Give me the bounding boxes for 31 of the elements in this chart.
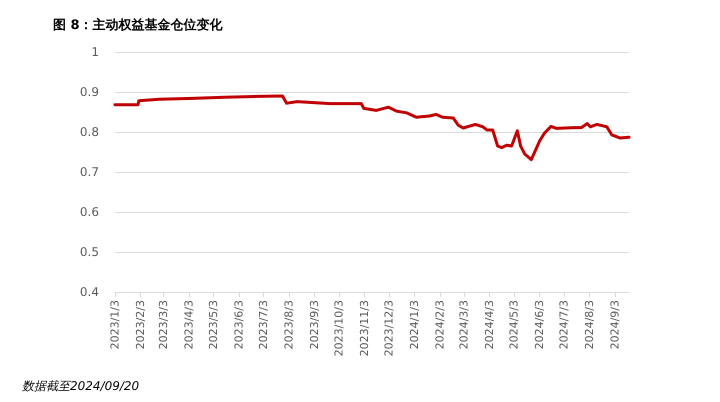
line-series (114, 94, 630, 162)
y-tick-label: 1 (91, 45, 99, 59)
x-tick-label: 2024/4/3 (482, 300, 496, 350)
x-tick-label: 2023/12/3 (382, 300, 396, 356)
x-tick-label: 2023/2/3 (134, 300, 147, 350)
x-tick-label: 2024/1/3 (408, 300, 422, 350)
x-tick-label: 2024/7/3 (558, 300, 571, 350)
x-tick-label: 2024/5/3 (508, 300, 521, 350)
y-tick-label: 0.9 (80, 85, 99, 99)
x-tick-label: 2024/6/3 (533, 300, 546, 350)
x-tick-label: 2023/7/3 (257, 300, 270, 350)
y-tick-label: 0.6 (80, 205, 99, 219)
x-tick-label: 2023/1/3 (108, 300, 122, 350)
chart-title: 图 8：主动权益基金仓位变化 (53, 17, 224, 33)
y-tick-label: 0.7 (80, 165, 99, 179)
x-tick-label: 2024/3/3 (457, 300, 470, 350)
x-tick-label: 2023/11/3 (358, 300, 372, 356)
x-tick-label: 2023/3/3 (156, 300, 170, 350)
x-tick-label: 2023/8/3 (282, 300, 296, 350)
x-tick-label: 2024/9/3 (608, 300, 622, 350)
y-tick-label: 0.8 (80, 125, 99, 139)
x-tick-label: 2023/4/3 (182, 300, 196, 350)
x-tick-label: 2023/9/3 (308, 300, 322, 350)
x-tick-label: 2024/8/3 (583, 300, 596, 350)
x-tick-label: 2024/2/3 (434, 300, 447, 350)
y-tick-label: 0.4 (80, 285, 99, 299)
x-tick-label: 2023/5/3 (207, 300, 220, 350)
x-tick-label: 2023/6/3 (232, 300, 246, 350)
x-tick-label: 2023/10/3 (332, 300, 346, 356)
y-tick-label: 0.5 (80, 245, 99, 259)
text: 数据截至2024/09/20 (22, 379, 140, 393)
